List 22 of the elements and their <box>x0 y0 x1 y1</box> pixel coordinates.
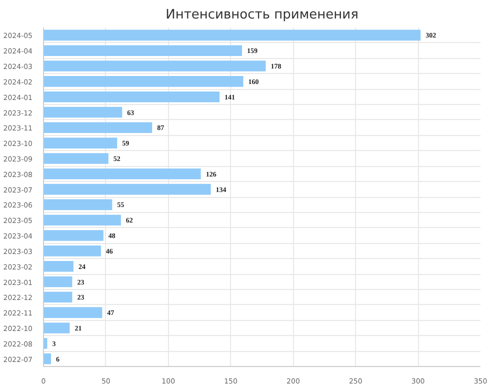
bar <box>44 91 220 102</box>
bar <box>44 292 72 303</box>
bar <box>44 260 74 272</box>
bar <box>44 199 112 210</box>
bar <box>44 276 72 288</box>
bar <box>44 60 266 72</box>
bar <box>44 138 118 148</box>
bar <box>44 45 242 56</box>
bar <box>44 153 108 164</box>
bar <box>44 30 421 41</box>
chart-title: Интенсивность применения <box>166 8 358 22</box>
bar <box>44 214 121 226</box>
bar <box>44 307 102 318</box>
bar <box>44 184 211 195</box>
bar <box>44 322 70 334</box>
bar <box>44 122 152 134</box>
bar <box>44 230 104 241</box>
bar <box>44 106 122 118</box>
bar <box>44 246 101 256</box>
bar <box>44 353 51 364</box>
bar <box>44 76 244 87</box>
bar <box>44 168 201 180</box>
